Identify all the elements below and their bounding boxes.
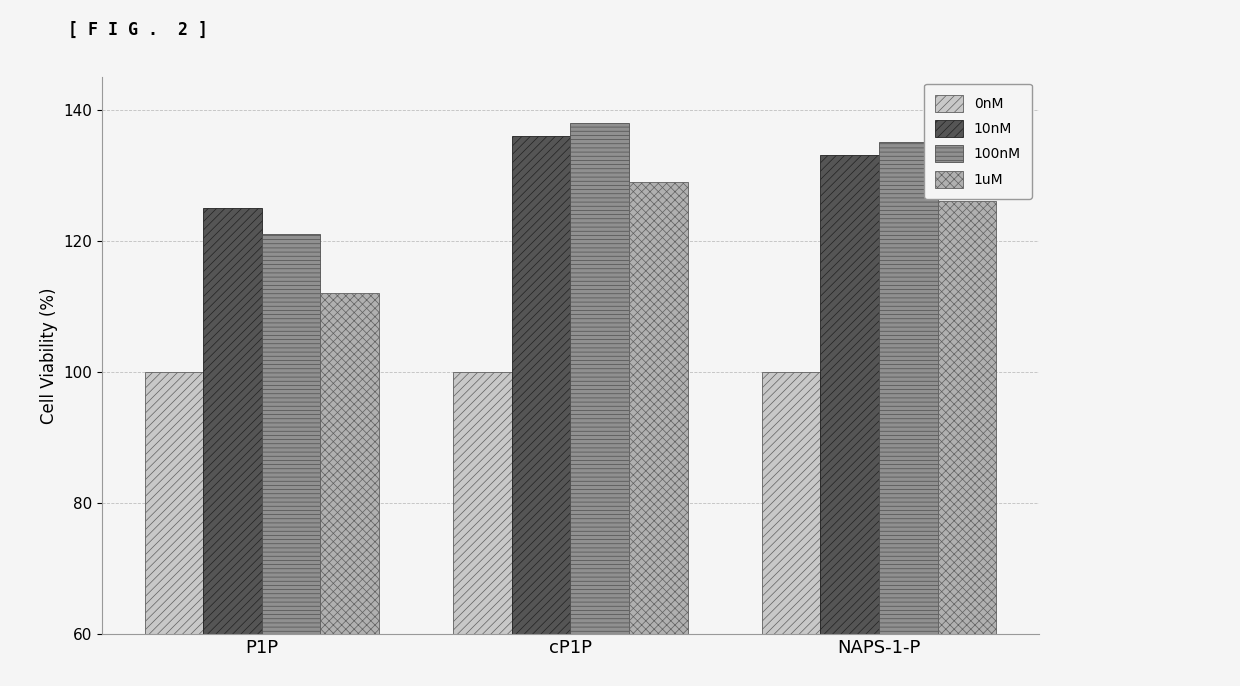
Y-axis label: Cell Viability (%): Cell Viability (%) (40, 287, 58, 424)
Text: [ F I G .  2 ]: [ F I G . 2 ] (68, 21, 208, 38)
Bar (512, 136, 570, 635)
Bar (570, 123, 629, 635)
Legend: 0nM, 10nM, 100nM, 1uM: 0nM, 10nM, 100nM, 1uM (924, 84, 1032, 199)
Bar (262, 234, 320, 635)
Bar (203, 208, 262, 635)
Bar (629, 182, 688, 635)
Bar (453, 372, 512, 635)
Bar (320, 293, 379, 635)
Bar (145, 372, 203, 635)
Bar (879, 143, 937, 635)
Bar (821, 156, 879, 635)
Bar (937, 202, 997, 635)
Bar (761, 372, 821, 635)
